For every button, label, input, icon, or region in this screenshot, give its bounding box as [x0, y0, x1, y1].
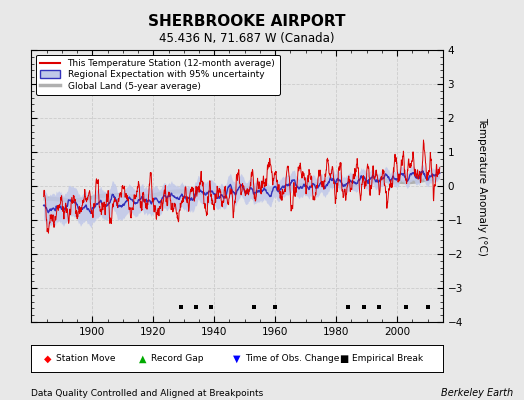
Text: 45.436 N, 71.687 W (Canada): 45.436 N, 71.687 W (Canada)	[159, 32, 334, 45]
Text: SHERBROOKE AIRPORT: SHERBROOKE AIRPORT	[148, 14, 345, 29]
Legend: This Temperature Station (12-month average), Regional Expectation with 95% uncer: This Temperature Station (12-month avera…	[36, 54, 280, 95]
Y-axis label: Temperature Anomaly (°C): Temperature Anomaly (°C)	[477, 116, 487, 256]
Text: Berkeley Earth: Berkeley Earth	[441, 388, 514, 398]
Text: Data Quality Controlled and Aligned at Breakpoints: Data Quality Controlled and Aligned at B…	[31, 389, 264, 398]
